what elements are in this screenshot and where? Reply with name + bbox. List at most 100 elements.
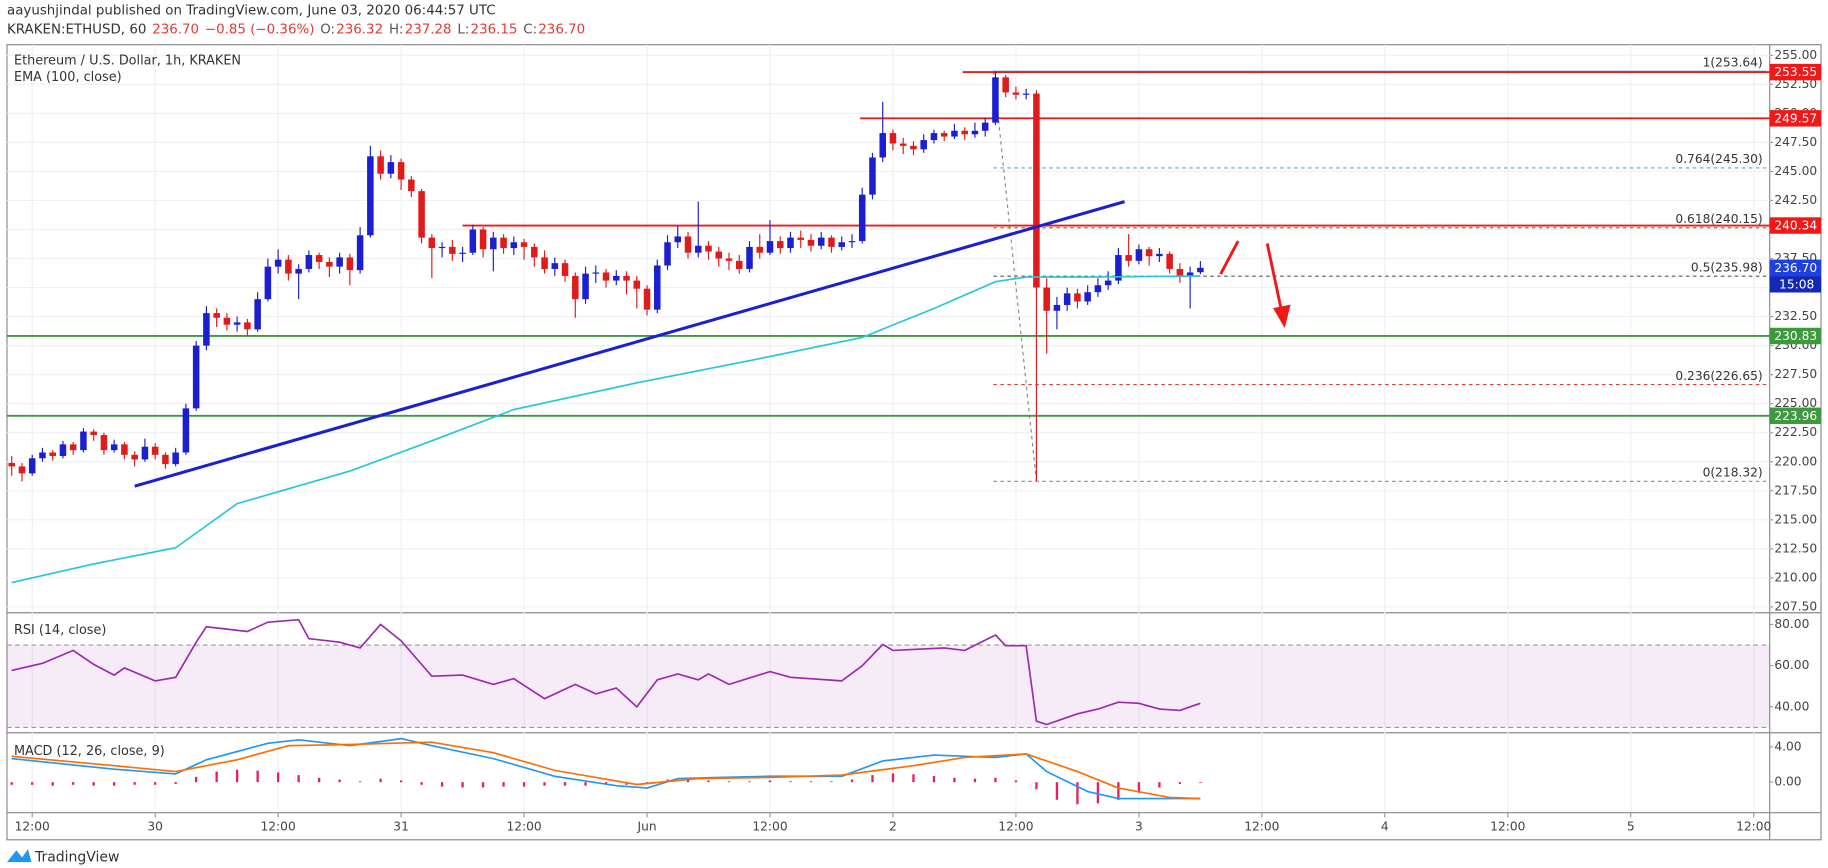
candle-body [1176,268,1184,276]
histogram-bar [379,778,382,783]
level-box [1769,110,1822,127]
candle-body [500,237,507,249]
candle-body [602,272,610,281]
candle-body [674,236,682,243]
candle-body [930,133,938,141]
candle-body [1135,249,1143,261]
candle-body [8,462,15,467]
candle-body [1186,272,1194,276]
histogram-bar [215,771,218,783]
candle-body [233,322,241,325]
candle-body [910,145,917,150]
annotation-arrow [1265,243,1284,316]
candle-body [1012,92,1020,95]
candle-body [192,345,200,409]
histogram-bar [256,770,259,783]
candle-body [654,265,661,310]
y-tick-label: 80.00 [1774,617,1809,631]
histogram-bar [1137,782,1141,793]
histogram-bar [809,781,813,783]
candle-body [592,272,600,274]
fib-label: 0.5(235.98) [1691,260,1763,274]
candle-body [356,235,364,271]
y-tick-label: 210.00 [1774,570,1817,584]
histogram-bar [420,782,423,785]
candle-body [776,241,784,249]
histogram-bar [953,777,956,783]
histogram-bar [440,782,444,787]
fib-label: 1(253.64) [1703,55,1763,69]
histogram-bar [194,776,198,783]
histogram-bar [1199,782,1202,784]
plot-layers: 1(253.64) 0.764(245.30) 0.618(240.15) 0.5(2… [6,44,1822,833]
candle-body [520,242,528,247]
candle-body [981,122,989,131]
y-tick-label: 245.00 [1774,164,1817,178]
histogram-bar [768,780,772,783]
histogram-bar [276,772,280,783]
candle-body [387,162,395,174]
y-tick-label: 232.50 [1774,309,1817,323]
series-line [11,618,1201,726]
quote-value: 237.28 [405,22,452,37]
y-tick-label: 242.50 [1774,193,1817,207]
brand-label: TradingView [34,849,119,865]
candle-body [469,229,477,253]
histogram-bar [789,781,792,783]
candle-body [1033,93,1040,288]
histogram-bar [51,782,54,786]
candle-body [295,268,302,274]
candle-body [69,444,77,451]
candle-body [684,236,692,253]
series-line [11,741,1201,800]
candle-body [1104,280,1112,286]
quote-label: H: [389,22,404,37]
histogram-bar [174,782,177,784]
candle-body [397,162,405,180]
quote-value: 236.15 [471,22,518,37]
x-tick-label: 12:00 [752,819,787,833]
level-label: 230.83 [1774,329,1817,343]
candle-body [869,157,876,195]
legend-label: EMA (100, close) [14,70,122,85]
y-tick-label: 0.00 [1774,775,1801,789]
candle-body [479,229,487,250]
x-tick-label: 30 [147,819,163,833]
histogram-bar [707,780,710,783]
quote-label: C: [523,22,537,37]
candle-body [131,454,138,460]
candle-body [90,431,97,436]
quote-symbol: KRAKEN:ETHUSD, 60 [7,22,146,37]
histogram-bar [686,779,690,783]
candle-body [561,263,569,276]
x-tick-label: 4 [1381,819,1389,833]
candle-body [725,258,733,261]
candle-body [766,241,774,253]
x-tick-label: 31 [393,819,409,833]
candle-body [787,237,794,249]
candle-body [623,275,630,281]
candle-body [1166,253,1173,269]
histogram-bar [563,782,567,786]
histogram-bar [502,782,505,787]
quote-value: 236.70 [152,22,199,37]
countdown-label: 15:08 [1779,277,1814,291]
x-tick-label: 12:00 [15,819,50,833]
plot: 1(253.64) 0.764(245.30) 0.618(240.15) 0.5(2… [6,55,1770,805]
candle-body [1074,293,1081,302]
candle-body [1022,93,1030,95]
histogram-bar [1014,780,1018,783]
histogram-bar [399,780,403,783]
quote-value: 236.70 [538,22,585,37]
level-box [1769,217,1822,234]
histogram-bar [973,778,977,783]
histogram-bar [543,782,546,786]
candle-body [377,156,384,174]
candle-body [408,179,415,192]
y-tick-label: 255.00 [1774,48,1817,62]
candle-body [510,242,518,249]
candle-body [828,237,835,247]
y-tick-label: 227.50 [1774,367,1817,381]
histogram-bar [994,777,997,783]
candle-body [715,251,723,259]
